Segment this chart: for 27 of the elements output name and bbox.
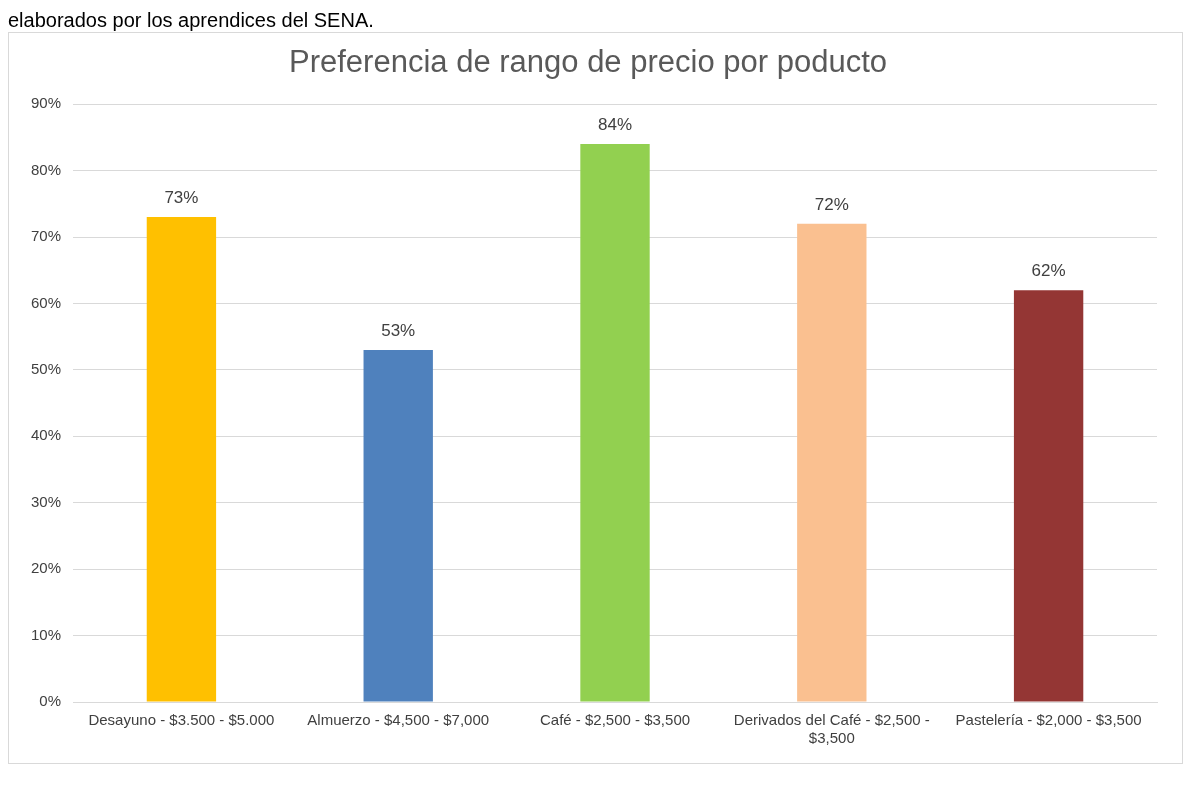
data-label: 62% bbox=[1031, 261, 1066, 281]
chart-title: Preferencia de rango de precio por poducto bbox=[288, 44, 888, 80]
data-label: 53% bbox=[381, 321, 416, 341]
y-tick-label: 0% bbox=[39, 692, 62, 710]
y-tick-label: 20% bbox=[30, 559, 62, 577]
y-tick-label: 30% bbox=[30, 492, 62, 510]
y-tick-label: 80% bbox=[30, 160, 62, 178]
x-tick-label: Pastelería - $2,000 - $3,500 bbox=[955, 711, 1142, 729]
x-tick-label: Derivados del Café - $2,500 - $3,500 bbox=[733, 711, 930, 747]
bar bbox=[1013, 290, 1084, 702]
x-tick-label: Almuerzo - $4,500 - $7,000 bbox=[307, 711, 490, 729]
bar bbox=[146, 217, 217, 702]
x-tick-label: Café - $2,500 - $3,500 bbox=[539, 711, 691, 729]
y-tick-label: 90% bbox=[30, 94, 62, 112]
y-tick-label: 40% bbox=[30, 426, 62, 444]
bar bbox=[363, 349, 433, 702]
bar bbox=[797, 223, 867, 702]
x-tick-label: Desayuno - $3.500 - $5.000 bbox=[88, 711, 275, 729]
y-tick-label: 60% bbox=[30, 293, 62, 311]
text: elaborados por los aprendices del SENA. bbox=[8, 8, 375, 32]
y-tick-label: 10% bbox=[30, 625, 62, 643]
data-label: 72% bbox=[814, 194, 849, 214]
data-label: 73% bbox=[164, 188, 199, 208]
y-tick-label: 50% bbox=[30, 360, 62, 378]
bar bbox=[580, 144, 650, 702]
data-label: 84% bbox=[598, 115, 633, 135]
y-tick-label: 70% bbox=[30, 227, 62, 245]
